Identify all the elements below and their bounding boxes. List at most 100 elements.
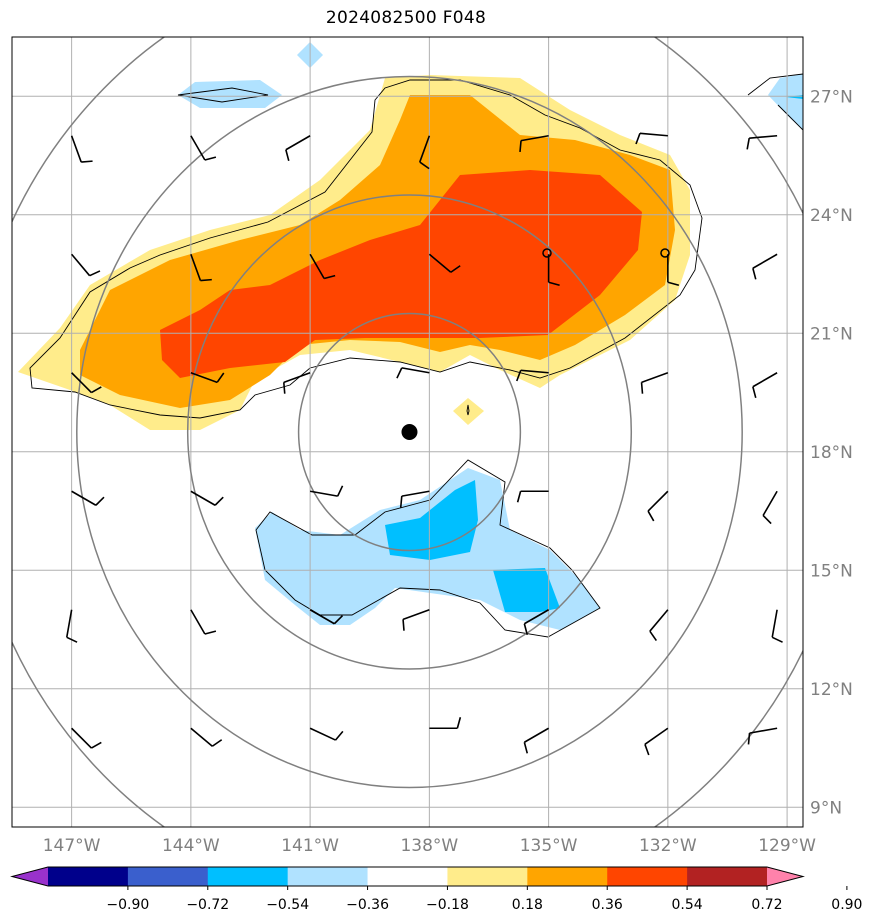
wind-barb [752,253,778,280]
wind-barb [747,727,778,745]
wind-barb [746,134,778,150]
colorbar-tick-label: 0.90 [831,897,862,913]
latitude-label: 21°N [810,324,853,344]
colorbar-segment [367,867,448,886]
storm-center-marker [401,424,418,440]
gridlines [12,37,803,827]
wind-barb [283,371,311,394]
wind-barb [519,134,549,153]
wind-barb [190,253,212,282]
wind-barb [70,135,93,163]
anomaly-fill-neg-0.36-0.54-b [493,568,560,612]
longitude-label: 129°W [758,836,816,856]
wind-barb [640,371,669,394]
colorbar: −0.90 −0.72 −0.54 −0.36 −0.18 0.18 0.36 0.54 0.7… [10,866,862,913]
latitude-label: 18°N [810,443,853,463]
range-ring [186,194,633,670]
longitude-label: 141°W [281,836,339,856]
wind-barbs [65,132,783,756]
anomaly-contour-negative-ne [747,73,803,131]
colorbar-tick-label: 0.36 [592,897,623,913]
wind-barb [71,253,101,277]
colorbar-tick-label: 0.54 [672,897,703,913]
longitude-labels: 147°W 144°W 141°W 138°W 135°W 132°W 129°W [43,836,816,856]
anomaly-contour-negative-north [177,87,269,103]
range-ring [76,75,743,789]
latitude-label: 12°N [810,680,853,700]
wind-barb [190,135,217,161]
colorbar-tick-label: −0.54 [266,897,309,913]
colorbar-extend-high [767,867,803,886]
map-area [12,37,803,827]
anomaly-contour-small [466,404,470,416]
colorbar-tick-label: −0.36 [346,897,389,913]
wind-barb [309,253,336,280]
colorbar-tick-label: −0.72 [186,897,229,913]
wind-barb [523,727,550,754]
wind-barb [428,253,461,273]
latitude-labels: 27°N 24°N 21°N 18°N 15°N 12°N 9°N [810,87,853,818]
map-title: 2024082500 F048 [325,8,487,28]
wind-barb [419,135,431,170]
anomaly-fill-neg-0.18-0.36-ne [768,74,803,130]
wind-barb [71,490,105,506]
latitude-label: 27°N [810,87,853,107]
anomaly-fill-neg-0.18-0.36-north [178,80,282,108]
wind-barb [516,369,549,382]
wind-barb [71,372,102,394]
map-frame [11,36,804,828]
wind-barb [190,609,217,635]
wind-barb [190,490,224,506]
colorbar-segment [607,867,688,886]
wind-barb [523,609,550,635]
colorbar-tick-label: 0.18 [512,897,543,913]
latitude-label: 24°N [810,206,853,226]
wind-barb [771,609,783,643]
colorbar-segment [207,867,289,886]
wind-barb [190,371,225,384]
wind-barb [309,727,344,741]
colorbar-segment [527,867,608,886]
range-rings [12,37,803,827]
wind-barb [71,727,102,749]
colorbar-tick-label: −0.18 [426,897,469,913]
wind-barb [762,490,778,525]
wind-barb [635,132,668,145]
anomaly-fill-0.54-0.72 [160,170,642,378]
wind-barb [190,727,223,747]
wind-barb [396,367,430,379]
longitude-label: 138°W [400,836,458,856]
colorbar-extend-low [12,867,48,886]
wind-barb [547,254,560,287]
anomaly-contour-negative-south [255,459,601,638]
wind-barb [667,254,680,287]
wind-barb [399,490,430,508]
wind-barb [649,609,669,642]
wind-barb [516,490,549,503]
calm-marker [660,248,670,258]
wind-barb [309,609,344,625]
range-ring [297,312,522,552]
longitude-label: 132°W [639,836,697,856]
longitude-label: 147°W [43,836,101,856]
wind-barb [429,717,462,730]
colorbar-segment [127,867,209,886]
wind-barb [65,609,78,643]
latitude-label: 15°N [810,561,853,581]
wind-barb [644,727,669,756]
wind-barb [752,372,778,398]
colorbar-segment [447,867,528,886]
colorbar-tick-label: −0.90 [106,897,149,913]
colorbar-tick-label: 0.72 [751,897,782,913]
colorbar-segment [687,867,768,886]
wind-barb [647,490,669,522]
colorbar-segment [287,867,369,886]
longitude-label: 135°W [520,836,578,856]
colorbar-segment [48,867,129,886]
wind-barb [285,135,311,161]
wind-barb [402,608,430,631]
wind-barb [309,485,344,497]
anomaly-contour-positive [29,79,703,419]
calm-marker [542,248,552,258]
